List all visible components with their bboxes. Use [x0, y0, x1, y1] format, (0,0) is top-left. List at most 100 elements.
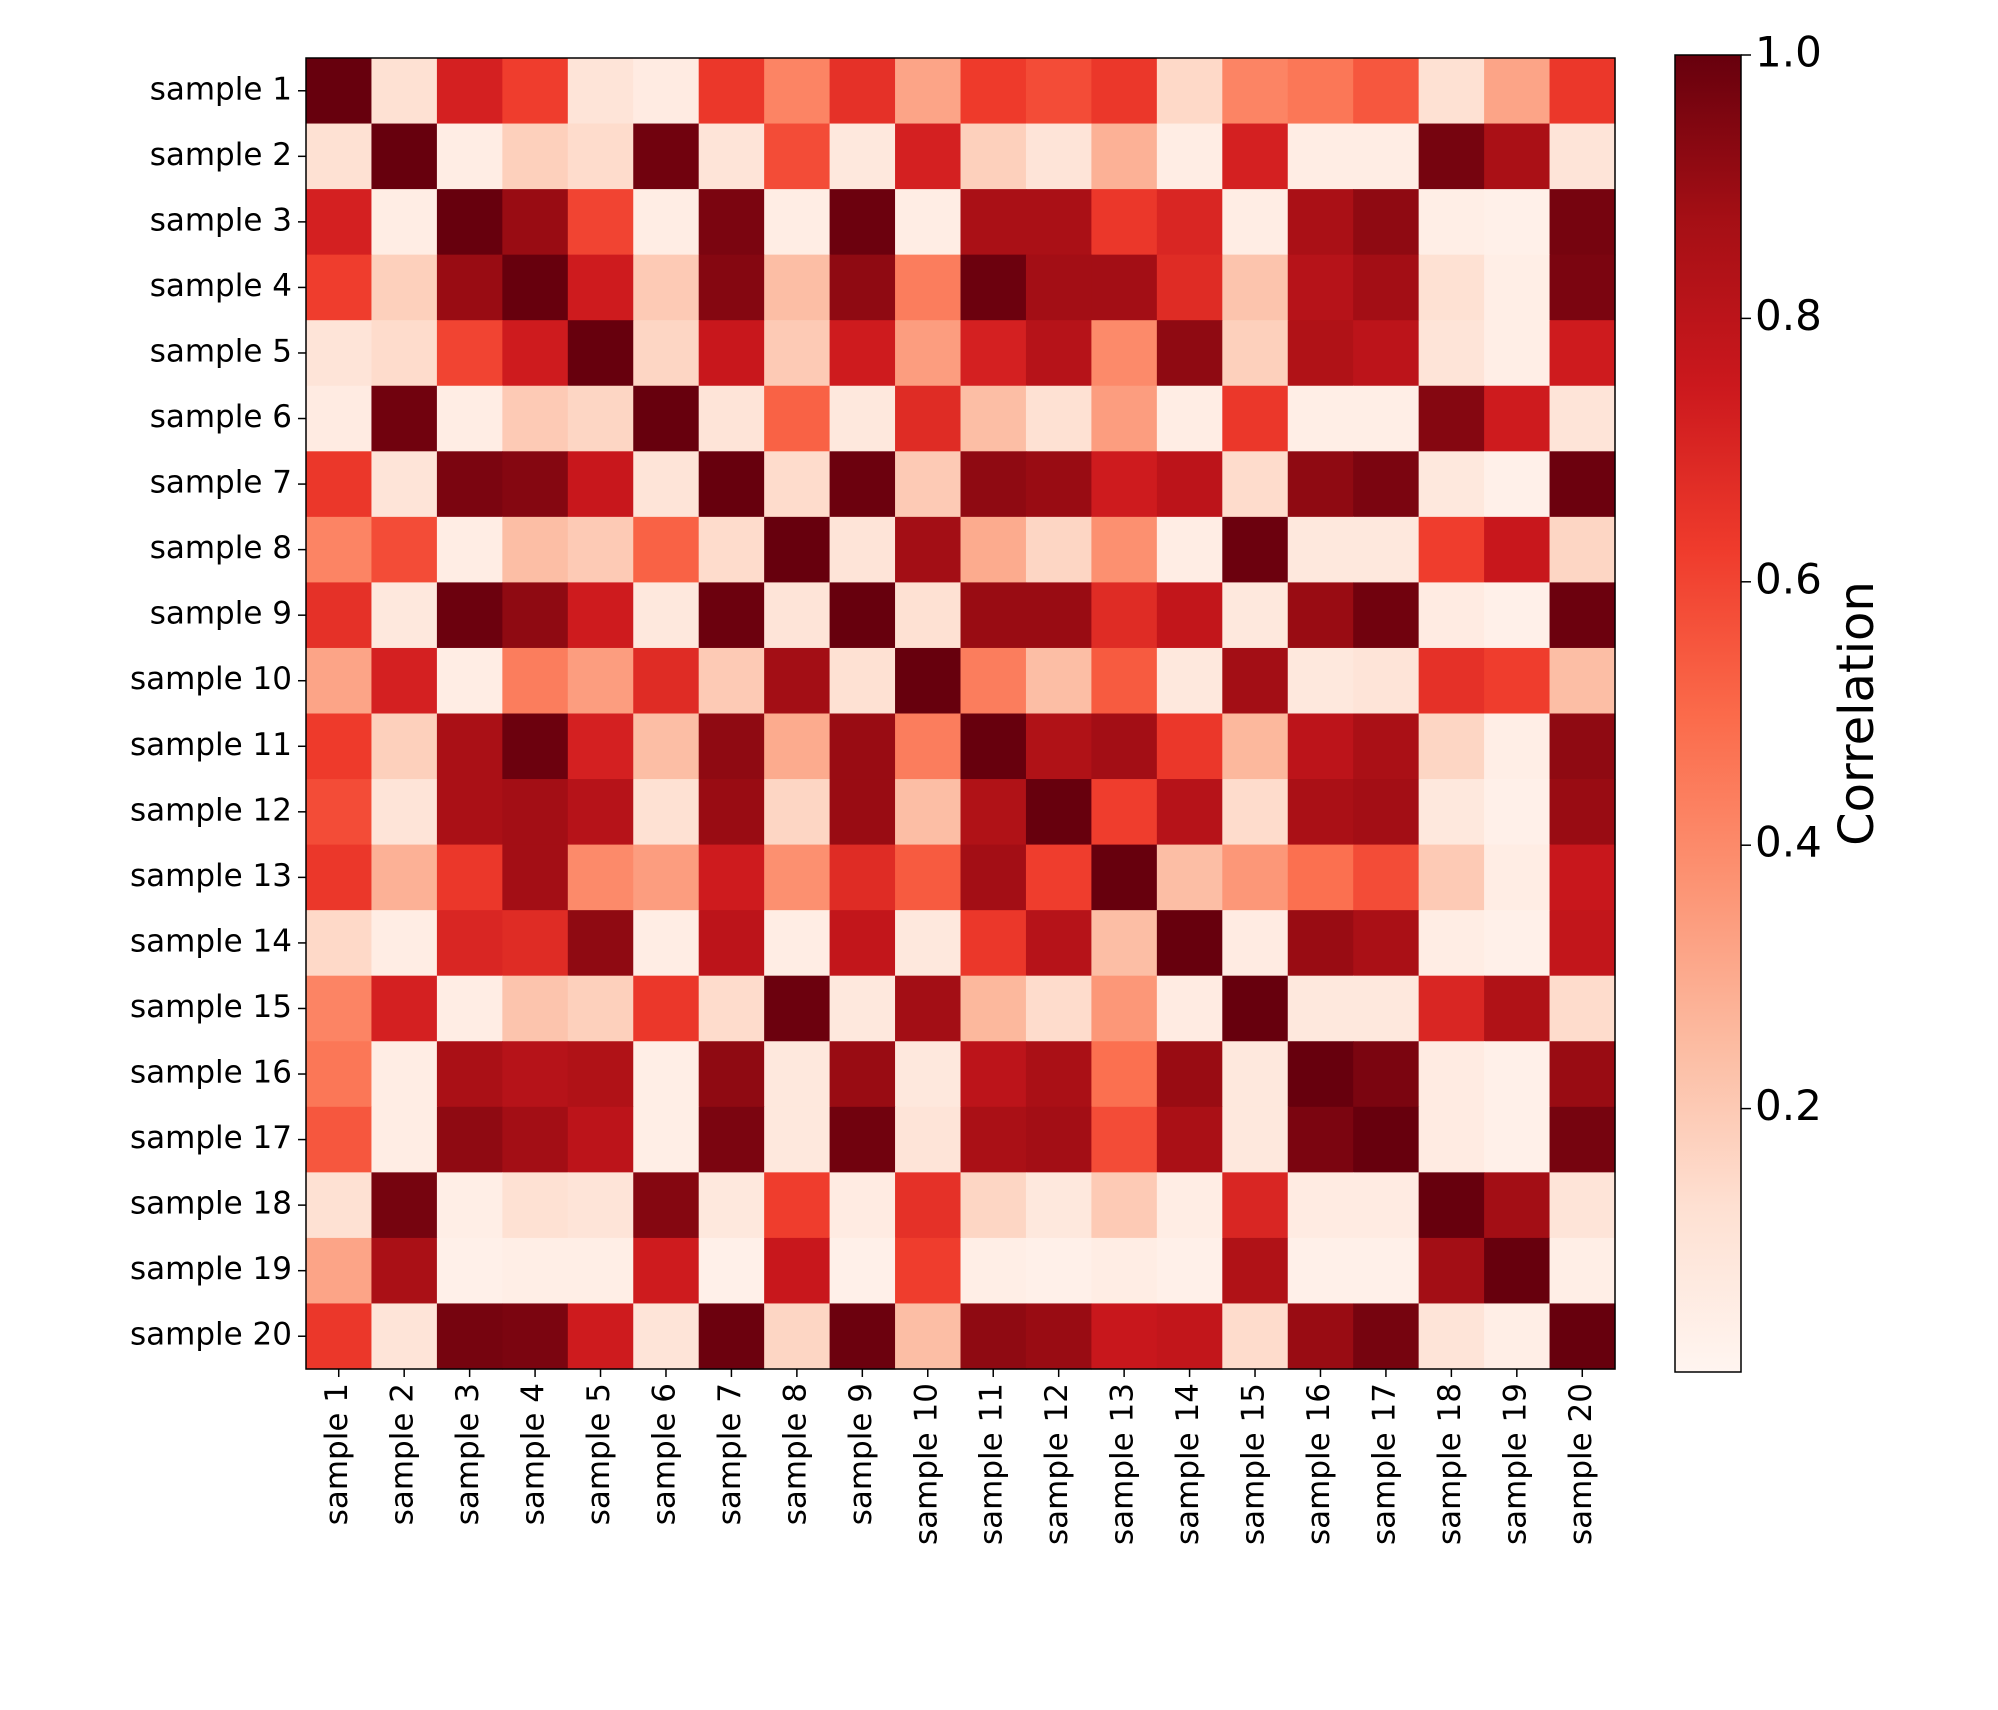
heatmap-cell	[698, 254, 765, 321]
heatmap-cell	[502, 1106, 569, 1173]
heatmap-cell	[502, 910, 569, 977]
heatmap-cell	[698, 320, 765, 387]
column-tick-label: sample 6	[646, 1383, 682, 1525]
heatmap-cell	[371, 1106, 438, 1173]
heatmap-cell	[306, 320, 373, 387]
heatmap-cell	[1484, 1106, 1551, 1173]
heatmap-cell	[436, 582, 503, 649]
heatmap-cell	[436, 254, 503, 321]
heatmap-cell	[502, 1172, 569, 1239]
heatmap-cell	[306, 1041, 373, 1108]
heatmap-cell	[502, 713, 569, 780]
heatmap-cell	[1025, 975, 1092, 1042]
heatmap-cell	[633, 123, 700, 190]
colorbar-tick-label: 0.8	[1755, 291, 1822, 340]
heatmap-cell	[306, 451, 373, 518]
heatmap-cell	[633, 1303, 700, 1370]
heatmap-cell	[371, 516, 438, 583]
row-tick-label: sample 10	[130, 661, 292, 697]
column-tick-label: sample 17	[1366, 1383, 1402, 1545]
heatmap-cell	[1287, 189, 1354, 256]
row-tick-label: sample 13	[130, 858, 292, 894]
column-tick-label: sample 13	[1105, 1383, 1141, 1545]
heatmap-cells	[306, 58, 1616, 1370]
heatmap-cell	[1549, 844, 1616, 911]
heatmap-cell	[829, 189, 896, 256]
heatmap-cell	[764, 647, 831, 715]
heatmap-cell	[371, 58, 438, 125]
heatmap-cell	[306, 516, 373, 583]
heatmap-cell	[698, 1237, 765, 1305]
heatmap-cell	[1025, 123, 1092, 190]
heatmap-cell	[1549, 58, 1616, 125]
heatmap-cell	[371, 1172, 438, 1239]
heatmap-cell	[436, 58, 503, 125]
heatmap-cell	[1287, 1237, 1354, 1305]
heatmap-cell	[1418, 1237, 1485, 1305]
heatmap-cell	[764, 844, 831, 911]
heatmap-cell	[1025, 451, 1092, 518]
heatmap-cell	[1091, 910, 1158, 977]
heatmap-cell	[502, 320, 569, 387]
heatmap-cell	[436, 975, 503, 1042]
heatmap-cell	[960, 582, 1027, 649]
column-tick-label: sample 3	[450, 1383, 486, 1525]
heatmap-cell	[1025, 1106, 1092, 1173]
heatmap-cell	[960, 123, 1027, 190]
heatmap-cell	[895, 189, 962, 256]
row-tick-label: sample 14	[130, 923, 292, 959]
heatmap-cell	[1156, 123, 1223, 190]
heatmap-cell	[567, 582, 634, 649]
heatmap-cell	[306, 910, 373, 977]
heatmap-cell	[1287, 975, 1354, 1042]
heatmap-cell	[764, 1237, 831, 1305]
heatmap-cell	[764, 1172, 831, 1239]
heatmap-cell	[829, 910, 896, 977]
heatmap-cell	[567, 910, 634, 977]
heatmap-cell	[633, 320, 700, 387]
column-tick-label: sample 4	[516, 1383, 552, 1525]
heatmap-cell	[1156, 385, 1223, 452]
heatmap-cell	[633, 975, 700, 1042]
heatmap-cell	[371, 582, 438, 649]
heatmap-cell	[698, 975, 765, 1042]
row-tick-label: sample 8	[150, 530, 292, 566]
heatmap-cell	[567, 1106, 634, 1173]
heatmap-cell	[1222, 189, 1289, 256]
heatmap-cell	[1484, 320, 1551, 387]
heatmap-cell	[895, 647, 962, 715]
heatmap-cell	[567, 713, 634, 780]
heatmap-cell	[1287, 385, 1354, 452]
heatmap-cell	[698, 123, 765, 190]
heatmap-cell	[1156, 320, 1223, 387]
heatmap-cell	[829, 1303, 896, 1370]
heatmap-cell	[698, 647, 765, 715]
heatmap-cell	[502, 189, 569, 256]
heatmap-cell	[306, 1106, 373, 1173]
heatmap-cell	[1484, 779, 1551, 846]
heatmap-cell	[567, 320, 634, 387]
column-tick-label: sample 5	[581, 1383, 617, 1525]
heatmap-cell	[1091, 1303, 1158, 1370]
heatmap-cell	[502, 582, 569, 649]
heatmap-cell	[306, 189, 373, 256]
heatmap-cell	[895, 910, 962, 977]
heatmap-cell	[1549, 975, 1616, 1042]
heatmap-cell	[895, 582, 962, 649]
heatmap-cell	[895, 516, 962, 583]
heatmap-cell	[1222, 1303, 1289, 1370]
heatmap-cell	[1418, 451, 1485, 518]
colorbar-tick-label: 0.4	[1755, 818, 1822, 867]
heatmap-cell	[567, 189, 634, 256]
heatmap-cell	[895, 1172, 962, 1239]
heatmap-cell	[829, 58, 896, 125]
column-tick-label: sample 2	[385, 1383, 421, 1525]
heatmap-cell	[1418, 647, 1485, 715]
heatmap-cell	[1353, 1237, 1420, 1305]
heatmap-cell	[502, 385, 569, 452]
heatmap-cell	[960, 1303, 1027, 1370]
heatmap-cell	[764, 123, 831, 190]
heatmap-cell	[960, 779, 1027, 846]
heatmap-cell	[1025, 1041, 1092, 1108]
heatmap-cell	[698, 385, 765, 452]
